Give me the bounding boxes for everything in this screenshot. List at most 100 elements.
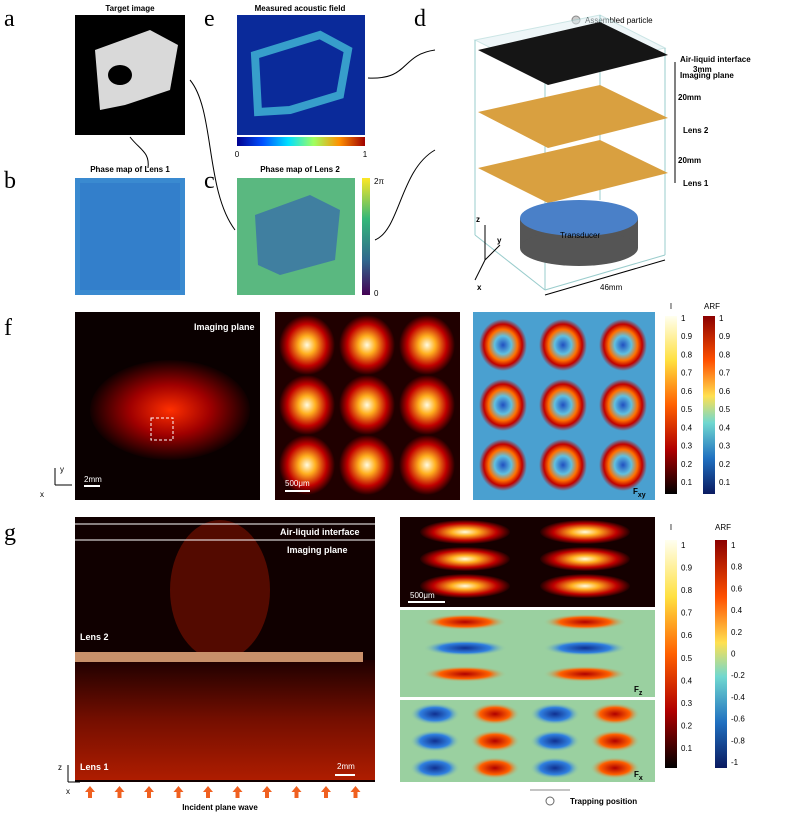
arrow (189, 79, 236, 231)
colorbar-tick: 0.8 (681, 586, 693, 595)
axis-label: x (66, 787, 70, 796)
colorbar-tick: 2π (374, 177, 384, 186)
panel-letter: d (414, 6, 426, 32)
colorbar-tick: -0.2 (731, 671, 745, 680)
colorbar-tick: 0.8 (719, 350, 731, 359)
lobe (410, 730, 460, 752)
scale-label: 500μm (285, 479, 310, 488)
air-liquid-slab (478, 22, 668, 85)
zoom-box (150, 417, 174, 441)
lobe (423, 640, 507, 656)
arrow (114, 786, 125, 798)
scale-label: 2mm (337, 762, 355, 771)
colorbar-tick: 0.3 (681, 442, 693, 451)
force-label: Fxy (633, 487, 646, 499)
field-shape (250, 30, 353, 117)
colorbar-tick: 0.2 (719, 460, 731, 469)
lobe (530, 730, 580, 752)
axis-label: x (40, 490, 44, 499)
panel-letter: e (204, 6, 215, 32)
colorbar (237, 137, 365, 146)
panel-title: Measured acoustic field (255, 4, 346, 13)
peak (279, 435, 335, 495)
force-rings (479, 319, 647, 491)
colorbar-tick: 0.9 (681, 564, 693, 573)
ring (599, 439, 647, 491)
colorbar-tick: 0.1 (719, 478, 731, 487)
colorbar-tick: 0.7 (719, 369, 731, 378)
arrow (291, 786, 302, 798)
band (540, 547, 630, 571)
colorbar-tick: -1 (731, 758, 739, 767)
legend-text: Assembled particle (585, 16, 653, 25)
colorbar-tick: 0.2 (681, 721, 693, 730)
colorbar-tick: 0.7 (681, 609, 693, 618)
legend-text: Trapping position (570, 797, 637, 806)
lens-2-band (75, 652, 363, 662)
colorbar (362, 178, 370, 295)
label: Air-liquid interface (680, 55, 751, 64)
ring (539, 439, 587, 491)
colorbar-i (665, 540, 677, 768)
lobe (423, 666, 507, 682)
colorbar-tick: 0 (731, 650, 736, 659)
phase-texture (80, 183, 180, 290)
arrow (321, 786, 331, 798)
colorbar-tick: 0.5 (719, 405, 731, 414)
legend-marker (545, 796, 555, 806)
axis-label: z (476, 215, 480, 224)
peak (279, 375, 335, 435)
lobe (470, 757, 520, 779)
colorbar-tick: 0.4 (681, 676, 693, 685)
colorbar-tick: 0.4 (731, 606, 743, 615)
lobe (590, 730, 640, 752)
arrow (173, 786, 184, 798)
scale-label: 2mm (84, 475, 102, 484)
ring (479, 379, 527, 431)
peak (339, 375, 395, 435)
force-label: Fx (634, 770, 643, 782)
band (420, 574, 510, 598)
transducer-top (520, 200, 638, 236)
colorbar-tick: 0.6 (731, 584, 743, 593)
colorbar-title: I (670, 302, 672, 311)
panel-title: Target image (105, 4, 155, 13)
band (420, 547, 510, 571)
colorbar-tick: 0.8 (681, 350, 693, 359)
peak (399, 435, 455, 495)
force-main: F (634, 770, 639, 779)
label: Lens 2 (80, 632, 109, 642)
arrow (232, 786, 243, 798)
lobe (410, 703, 460, 725)
axis-label: y (60, 465, 64, 474)
colorbar-tick: 1 (681, 314, 686, 323)
field-lower (75, 660, 375, 780)
label: Imaging plane (287, 545, 348, 555)
panel-letter: f (4, 315, 12, 341)
lens-1 (478, 140, 668, 203)
colorbar-tick: 0 (374, 289, 379, 298)
panel-title: Phase map of Lens 2 (260, 165, 340, 174)
colorbar-tick: 0.1 (681, 478, 693, 487)
label: 46mm (600, 283, 623, 292)
colorbar-tick: 0.5 (681, 405, 693, 414)
arrow (85, 786, 95, 798)
colorbar-tick: 1 (719, 314, 724, 323)
label: 20mm (678, 156, 701, 165)
target-shape (95, 30, 178, 110)
label: Imaging plane (680, 71, 734, 80)
colorbar-tick: 0.9 (681, 332, 693, 341)
colorbar-tick: -0.6 (731, 715, 745, 724)
ring (599, 379, 647, 431)
ring (539, 319, 587, 371)
lobe (543, 640, 627, 656)
colorbar-tick: 0.2 (731, 628, 743, 637)
arrow (144, 786, 154, 798)
peak (339, 315, 395, 375)
arrow (129, 136, 149, 169)
colorbar-tick: 0.3 (719, 442, 731, 451)
peak (399, 375, 455, 435)
colorbar-title: ARF (704, 302, 720, 311)
peak (339, 435, 395, 495)
